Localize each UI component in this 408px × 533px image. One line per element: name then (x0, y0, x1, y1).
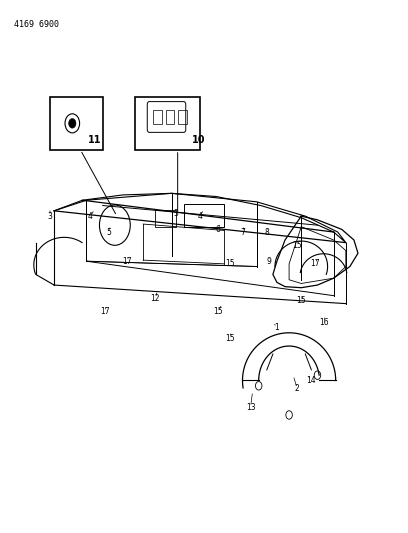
Text: 3: 3 (48, 212, 53, 221)
Text: 14: 14 (306, 376, 316, 385)
Text: 7: 7 (240, 228, 245, 237)
Circle shape (69, 118, 76, 128)
Text: 4: 4 (88, 212, 93, 221)
Bar (155, 210, 175, 227)
Text: 6: 6 (216, 225, 221, 234)
Text: 3: 3 (173, 209, 178, 218)
Text: 15: 15 (293, 241, 302, 250)
Text: 15: 15 (297, 296, 306, 305)
Bar (177, 110, 186, 124)
Text: 12: 12 (151, 294, 160, 303)
Bar (166, 110, 174, 124)
Bar (153, 110, 162, 124)
Text: 17: 17 (122, 257, 132, 265)
Text: 17: 17 (310, 260, 320, 268)
Bar (184, 205, 224, 227)
Text: 5: 5 (106, 228, 111, 237)
Text: 1: 1 (275, 323, 279, 332)
Text: 2: 2 (295, 384, 299, 393)
Text: 16: 16 (319, 318, 328, 327)
Text: 4169 6900: 4169 6900 (13, 20, 58, 29)
Text: 8: 8 (264, 228, 269, 237)
Text: 9: 9 (266, 257, 271, 265)
Text: 11: 11 (88, 134, 102, 144)
Text: 15: 15 (213, 307, 223, 316)
Bar (50, 97, 103, 150)
Text: 15: 15 (226, 260, 235, 268)
Bar (135, 97, 200, 150)
Text: 4: 4 (197, 212, 202, 221)
Text: 13: 13 (246, 402, 255, 411)
Text: 17: 17 (100, 307, 109, 316)
Text: 15: 15 (226, 334, 235, 343)
Text: 10: 10 (192, 134, 206, 144)
